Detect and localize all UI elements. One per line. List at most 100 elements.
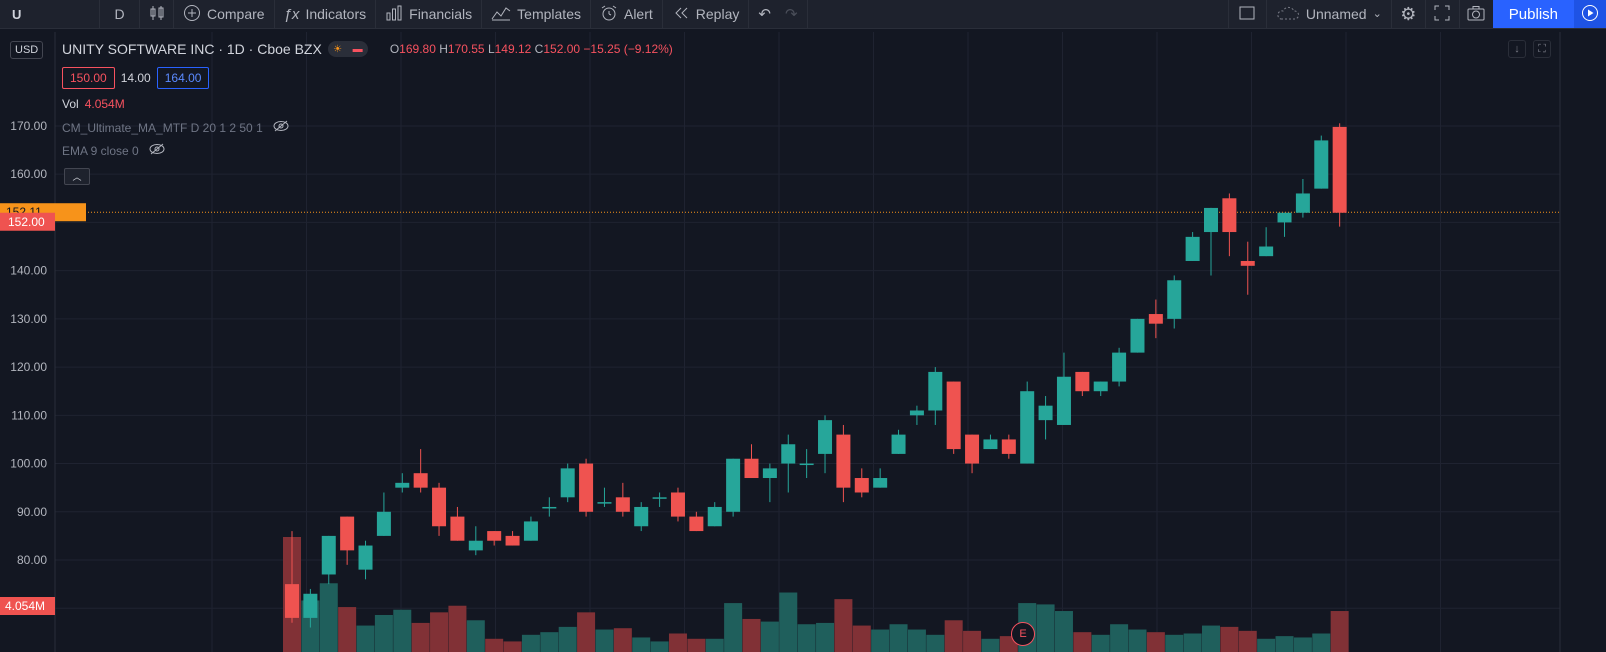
maximize-pane-button[interactable]: ⛶: [1533, 40, 1551, 58]
camera-icon: [1466, 4, 1486, 25]
redo-icon[interactable]: ↷: [784, 5, 798, 23]
y-tick-label: 80.00: [17, 553, 47, 567]
volume-bar: [632, 637, 651, 652]
indicator-legend-ema[interactable]: EMA 9 close 0: [62, 143, 165, 158]
sun-icon: ☀: [333, 43, 343, 55]
candle-body: [634, 506, 649, 527]
candle-body: [432, 487, 447, 527]
candle-body: [1314, 140, 1329, 189]
candle-body: [1112, 352, 1127, 382]
fullscreen-button[interactable]: [1424, 0, 1459, 28]
volume-bar: [540, 632, 559, 652]
eye-hidden-icon[interactable]: [149, 143, 165, 158]
interval-label: D: [114, 6, 125, 22]
volume-bar: [687, 638, 706, 652]
close-price-tag: [0, 212, 55, 231]
chart-title[interactable]: UNITY SOFTWARE INC · 1D · Cboe BZX: [62, 41, 322, 57]
high-value: 170.55: [447, 42, 485, 56]
symbol-search-button[interactable]: U: [0, 0, 100, 28]
scroll-down-button[interactable]: ↓: [1508, 40, 1526, 58]
indicator-legend-ma[interactable]: CM_Ultimate_MA_MTF D 20 1 2 50 1: [62, 120, 289, 135]
financials-button[interactable]: Financials: [376, 0, 483, 28]
candle-body: [1075, 371, 1090, 392]
snapshot-button[interactable]: [1458, 0, 1493, 28]
gear-icon: ⚙: [1400, 4, 1417, 24]
volume-axis-label: 4.054M: [5, 599, 45, 613]
candle-body: [1259, 246, 1274, 257]
spread-value: 14.00: [120, 71, 151, 85]
publish-button[interactable]: Publish: [1492, 0, 1574, 28]
candle-body: [1167, 280, 1182, 319]
volume-legend[interactable]: Vol 4.054M: [62, 97, 125, 111]
close-label: C: [534, 42, 544, 56]
volume-bar: [1054, 611, 1073, 652]
volume-bar: [1275, 636, 1294, 652]
ohlc-values: O169.80 H170.55 L149.12 C152.00 −15.25 (…: [390, 42, 673, 56]
volume-bar: [1128, 629, 1147, 652]
settings-button[interactable]: ⚙: [1390, 0, 1425, 28]
eye-hidden-icon[interactable]: [273, 120, 289, 135]
layout-name-button[interactable]: Unnamed ⌄: [1265, 0, 1391, 28]
market-status-badge[interactable]: ☀ ▬: [327, 41, 368, 57]
candle-body: [873, 478, 888, 488]
candlestick-chart[interactable]: 70.0080.0090.00100.00110.00120.00130.001…: [0, 32, 1606, 652]
symbol-label: U: [12, 6, 22, 22]
volume-bar: [393, 609, 412, 652]
volume-bar: [1091, 634, 1110, 652]
compare-button[interactable]: Compare: [174, 0, 275, 28]
chart-pane[interactable]: 70.0080.0090.00100.00110.00120.00130.001…: [0, 32, 1606, 652]
candle-body: [597, 502, 612, 504]
indicator-name: CM_Ultimate_MA_MTF D 20 1 2 50 1: [62, 120, 263, 135]
candle-body: [615, 497, 630, 512]
volume-bar: [926, 634, 945, 652]
volume-bar: [1202, 625, 1220, 652]
volume-bar: [577, 612, 596, 652]
sell-price-button[interactable]: 150.00: [62, 67, 115, 89]
candle-body: [321, 535, 336, 575]
candles-icon: [148, 4, 166, 25]
publish-menu-button[interactable]: [1574, 0, 1606, 28]
compare-label: Compare: [207, 6, 265, 22]
candle-body: [579, 463, 594, 512]
close-price-label: 152.00: [8, 215, 45, 229]
volume-bar: [1073, 632, 1092, 652]
open-value: 169.80: [399, 42, 436, 56]
candle-body: [285, 584, 299, 618]
top-toolbar: U D Compare ƒx Indicators Financials Temp…: [0, 0, 1606, 29]
volume-bar: [558, 626, 577, 652]
buy-price-button[interactable]: 164.00: [156, 67, 210, 89]
collapse-legend-button[interactable]: ︿: [64, 168, 90, 185]
volume-bar: [724, 603, 743, 652]
alert-button[interactable]: Alert: [591, 0, 663, 28]
volume-bar: [521, 634, 540, 652]
indicators-button[interactable]: ƒx Indicators: [275, 0, 377, 28]
candle-body: [505, 535, 520, 546]
undo-icon[interactable]: ↶: [758, 5, 771, 23]
volume-bar: [595, 629, 614, 652]
volume-bar: [1165, 634, 1184, 652]
y-tick-label: 160.00: [10, 167, 47, 181]
maximize-icon: ⛶: [1538, 42, 1546, 55]
earnings-marker[interactable]: E: [1011, 622, 1035, 646]
play-icon: [1581, 4, 1599, 25]
layout-grid-button[interactable]: [1227, 0, 1266, 28]
fx-icon: ƒx: [283, 5, 300, 23]
currency-button[interactable]: USD: [10, 41, 44, 59]
chevron-up-icon: ︿: [72, 172, 82, 182]
candle-body: [413, 473, 428, 488]
templates-icon: [491, 4, 511, 25]
volume-bar: [907, 629, 926, 652]
interval-button[interactable]: D: [100, 0, 140, 28]
chart-type-button[interactable]: [140, 0, 174, 28]
volume-bar: [411, 622, 430, 652]
candle-body: [909, 410, 924, 416]
volume-bar: [1257, 638, 1276, 652]
indicators-label: Indicators: [305, 6, 367, 22]
candle-body: [1056, 376, 1071, 425]
volume-label: Vol: [62, 97, 79, 111]
arrow-down-icon: ↓: [1514, 43, 1520, 55]
replay-button[interactable]: Replay: [663, 0, 750, 28]
templates-button[interactable]: Templates: [482, 0, 591, 28]
rewind-icon: [672, 4, 690, 25]
candle-body: [1185, 236, 1200, 261]
